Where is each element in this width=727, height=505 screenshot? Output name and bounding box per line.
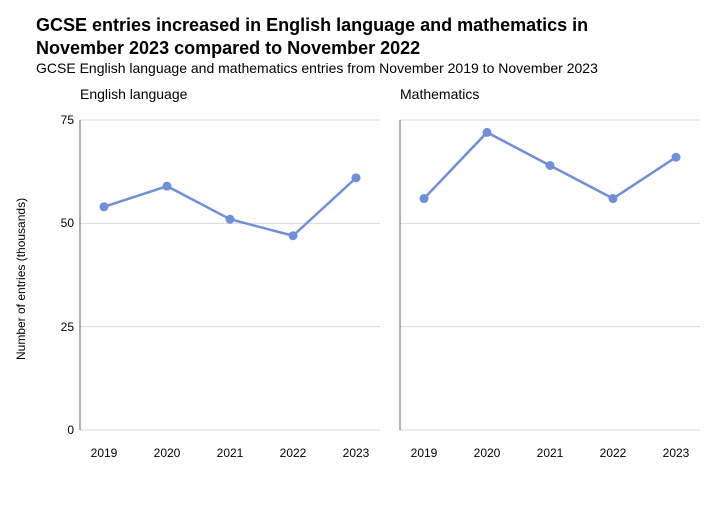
chart-svg bbox=[0, 0, 727, 505]
y-tick-label: 75 bbox=[44, 113, 74, 127]
series-marker bbox=[100, 202, 109, 211]
series-marker bbox=[609, 194, 618, 203]
series-marker bbox=[226, 215, 235, 224]
series-marker bbox=[420, 194, 429, 203]
x-tick-label: 2021 bbox=[210, 446, 250, 460]
series-marker bbox=[483, 128, 492, 137]
y-tick-label: 25 bbox=[44, 320, 74, 334]
x-tick-label: 2019 bbox=[404, 446, 444, 460]
chart-container: GCSE entries increased in English langua… bbox=[0, 0, 727, 505]
x-tick-label: 2019 bbox=[84, 446, 124, 460]
y-tick-label: 50 bbox=[44, 216, 74, 230]
x-tick-label: 2020 bbox=[467, 446, 507, 460]
series-marker bbox=[163, 182, 172, 191]
series-marker bbox=[289, 231, 298, 240]
x-tick-label: 2020 bbox=[147, 446, 187, 460]
x-tick-label: 2022 bbox=[593, 446, 633, 460]
series-marker bbox=[672, 153, 681, 162]
series-marker bbox=[352, 173, 361, 182]
y-tick-label: 0 bbox=[44, 423, 74, 437]
series-line bbox=[104, 178, 356, 236]
x-tick-label: 2022 bbox=[273, 446, 313, 460]
x-tick-label: 2023 bbox=[656, 446, 696, 460]
series-marker bbox=[546, 161, 555, 170]
x-tick-label: 2021 bbox=[530, 446, 570, 460]
x-tick-label: 2023 bbox=[336, 446, 376, 460]
